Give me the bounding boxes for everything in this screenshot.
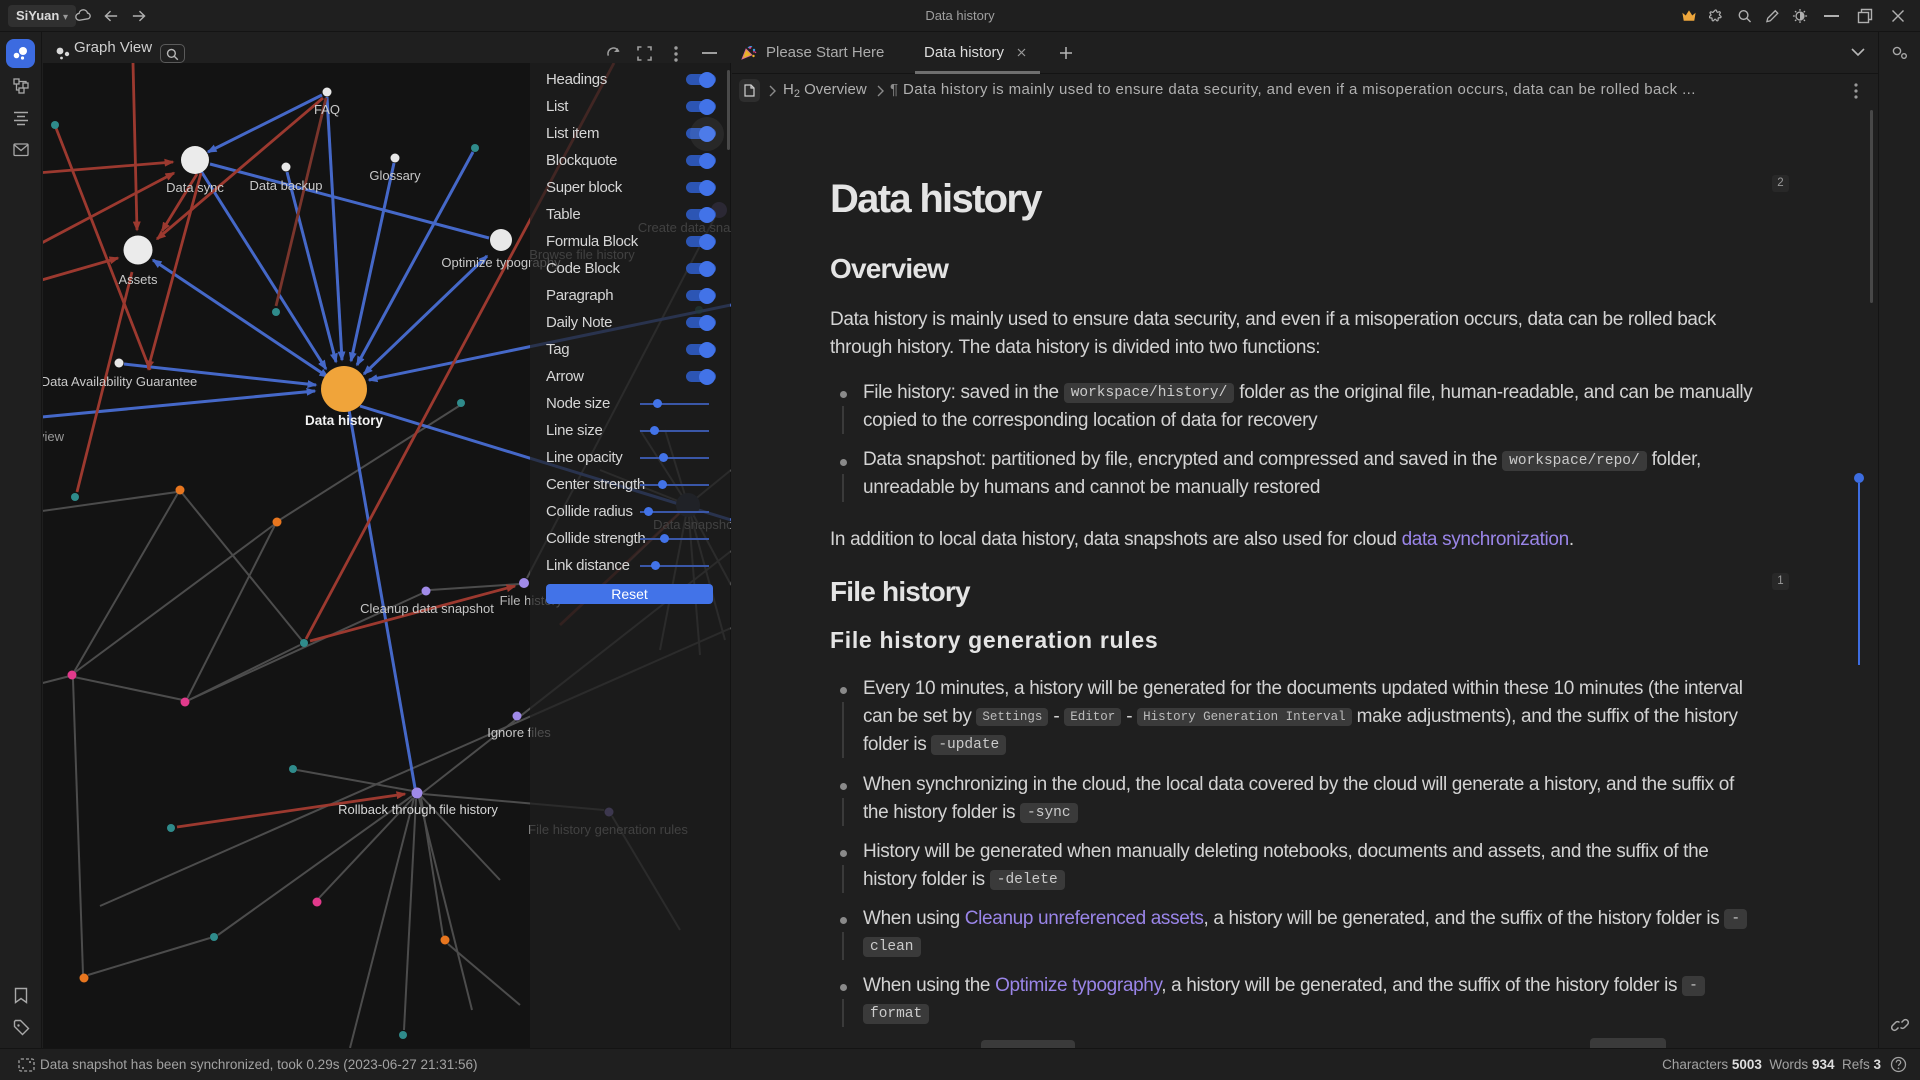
svg-text:Glossary: Glossary: [369, 168, 421, 183]
svg-text:Data sync: Data sync: [166, 180, 224, 195]
svg-text:Data backup: Data backup: [250, 178, 323, 193]
svg-text:Rollback through file history: Rollback through file history: [338, 802, 498, 817]
svg-text:Data history: Data history: [305, 413, 384, 428]
svg-text:Cleanup data snapshot: Cleanup data snapshot: [360, 601, 494, 616]
svg-text:Assets: Assets: [118, 272, 158, 287]
svg-text:Data Availability Guarantee: Data Availability Guarantee: [43, 374, 197, 389]
svg-text:view: view: [43, 429, 65, 444]
svg-text:FAQ: FAQ: [314, 102, 340, 117]
